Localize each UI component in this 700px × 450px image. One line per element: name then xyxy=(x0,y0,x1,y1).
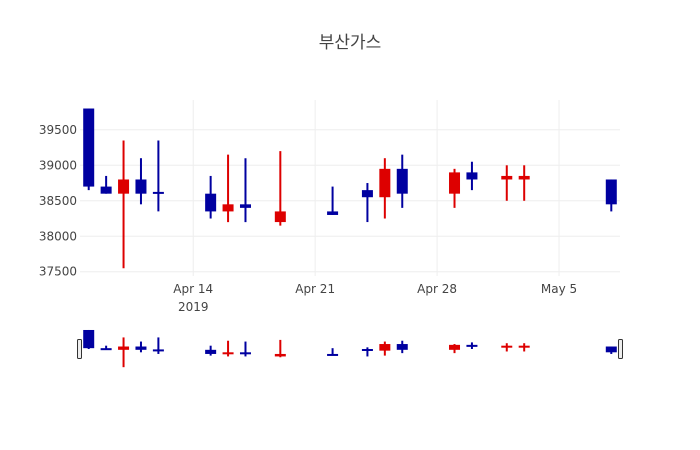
decreasing-candle xyxy=(83,108,95,191)
slider-decreasing-candle xyxy=(83,329,95,349)
decreasing-candle xyxy=(327,186,339,215)
candle-body xyxy=(239,352,251,355)
y-tick-label: 38000 xyxy=(39,229,77,243)
increasing-candle xyxy=(118,140,130,269)
candle-body xyxy=(205,349,217,354)
increasing-candle xyxy=(274,151,286,226)
slider-decreasing-candle xyxy=(605,346,617,354)
slider-decreasing-candle xyxy=(466,342,478,349)
candle-body xyxy=(222,352,234,355)
decreasing-candle xyxy=(605,179,617,212)
x-tick-year-label: 2019 xyxy=(178,300,209,314)
slider-decreasing-candle xyxy=(135,341,147,353)
candle-body xyxy=(501,175,513,180)
decreasing-candle xyxy=(205,175,217,219)
candle-body xyxy=(118,346,130,350)
x-axis: Apr 14 2019 Apr 21 Apr 28 May 5 xyxy=(173,282,577,314)
candle-body xyxy=(449,344,461,350)
slider-decreasing-candle xyxy=(396,340,408,354)
x-tick-label: Apr 14 xyxy=(173,282,213,296)
x-tick-label: Apr 28 xyxy=(417,282,457,296)
increasing-candle xyxy=(449,168,461,208)
slider-decreasing-candle xyxy=(361,347,373,357)
slider-increasing-candle xyxy=(118,337,130,368)
y-tick-label: 39500 xyxy=(39,123,77,137)
candle-body xyxy=(152,191,164,194)
slider-decreasing-candle xyxy=(100,345,112,351)
candle-body xyxy=(605,179,617,205)
candle-body xyxy=(152,349,164,352)
decreasing-candle xyxy=(466,161,478,191)
slider-increasing-candle xyxy=(379,341,391,356)
candle-body xyxy=(327,353,339,356)
candle-body xyxy=(361,190,373,198)
candle-body xyxy=(466,344,478,347)
decreasing-candle xyxy=(361,183,373,223)
y-axis: 37500 38000 38500 39000 39500 xyxy=(39,123,77,279)
candle-body xyxy=(100,348,112,351)
candle-body xyxy=(396,344,408,350)
candle-body xyxy=(501,345,513,348)
candle-body xyxy=(396,168,408,194)
candle-body xyxy=(274,211,286,223)
candle-body xyxy=(449,172,461,194)
candle-body xyxy=(518,345,530,348)
candle-body xyxy=(135,346,147,350)
grid xyxy=(80,100,620,276)
y-tick-label: 37500 xyxy=(39,265,77,279)
candles xyxy=(83,108,617,269)
slider-decreasing-candle xyxy=(205,345,217,356)
slider-increasing-candle xyxy=(449,344,461,354)
slider-increasing-candle xyxy=(274,339,286,358)
increasing-candle xyxy=(501,165,513,201)
range-slider[interactable] xyxy=(77,322,623,374)
candle-body xyxy=(274,353,286,357)
candle-body xyxy=(605,346,617,353)
increasing-candle xyxy=(379,158,391,219)
decreasing-candle xyxy=(396,154,408,208)
chart-title: 부산가스 xyxy=(319,33,382,53)
candle-body xyxy=(327,211,339,215)
candle-body xyxy=(135,179,147,194)
candle-body xyxy=(466,172,478,180)
increasing-candle xyxy=(222,154,234,223)
slider-increasing-candle xyxy=(501,343,513,352)
slider-increasing-candle xyxy=(222,340,234,357)
y-tick-label: 39000 xyxy=(39,158,77,172)
candle-body xyxy=(518,175,530,180)
candle-body xyxy=(361,348,373,351)
candle-body xyxy=(239,204,251,208)
candle-body xyxy=(83,329,95,349)
slider-decreasing-candle xyxy=(327,348,339,356)
candle-body xyxy=(118,179,130,194)
candle-body xyxy=(83,108,95,187)
slider-decreasing-candle xyxy=(152,337,164,354)
y-tick-label: 38500 xyxy=(39,194,77,208)
slider-increasing-candle xyxy=(518,343,530,352)
decreasing-candle xyxy=(152,140,164,212)
range-slider-right-handle[interactable] xyxy=(618,339,623,359)
range-slider-background xyxy=(80,322,620,374)
candle-body xyxy=(100,186,112,194)
candle-body xyxy=(379,168,391,198)
range-slider-left-handle[interactable] xyxy=(77,339,82,359)
candle-body xyxy=(379,344,391,351)
candle-body xyxy=(205,193,217,212)
decreasing-candle xyxy=(100,175,112,194)
slider-decreasing-candle xyxy=(239,341,251,357)
x-tick-label: May 5 xyxy=(541,282,577,296)
increasing-candle xyxy=(518,165,530,201)
decreasing-candle xyxy=(239,158,251,223)
decreasing-candle xyxy=(135,158,147,205)
candle-body xyxy=(222,204,234,212)
x-tick-label: Apr 21 xyxy=(295,282,335,296)
